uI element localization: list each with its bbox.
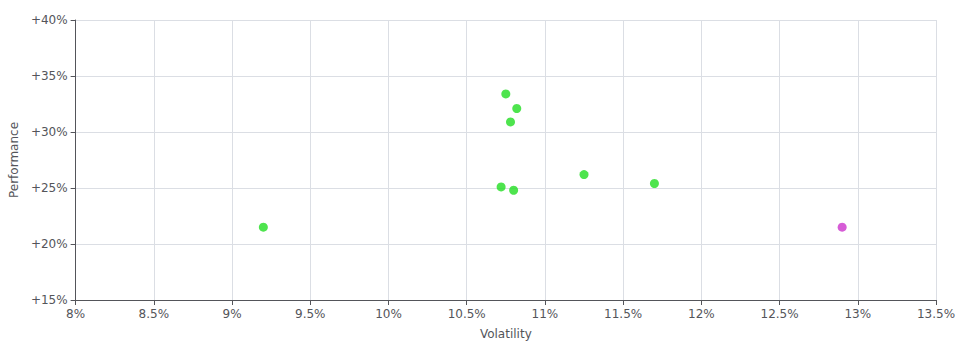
svg-text:Performance: Performance <box>7 122 21 198</box>
svg-text:12.5%: 12.5% <box>761 307 799 321</box>
svg-text:12%: 12% <box>688 307 715 321</box>
svg-text:9%: 9% <box>223 307 242 321</box>
svg-text:8.5%: 8.5% <box>139 307 170 321</box>
svg-text:13%: 13% <box>844 307 871 321</box>
svg-text:10%: 10% <box>375 307 402 321</box>
svg-text:+20%: +20% <box>31 237 68 251</box>
svg-text:+30%: +30% <box>31 125 68 139</box>
svg-text:11.5%: 11.5% <box>604 307 642 321</box>
svg-text:11%: 11% <box>532 307 559 321</box>
svg-text:13.5%: 13.5% <box>917 307 955 321</box>
svg-text:+40%: +40% <box>31 13 68 27</box>
svg-text:8%: 8% <box>66 307 85 321</box>
svg-text:+15%: +15% <box>31 293 68 307</box>
svg-text:9.5%: 9.5% <box>295 307 326 321</box>
svg-text:+25%: +25% <box>31 181 68 195</box>
svg-text:10.5%: 10.5% <box>448 307 486 321</box>
svg-text:+35%: +35% <box>31 69 68 83</box>
svg-text:Volatility: Volatility <box>480 327 532 341</box>
